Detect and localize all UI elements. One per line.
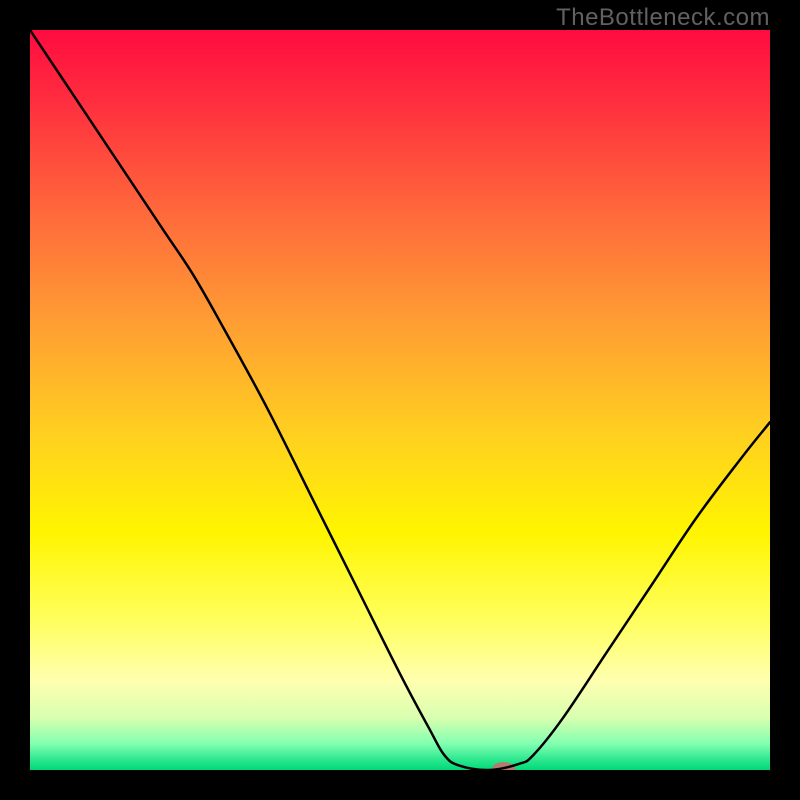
frame-edge [0,0,30,800]
watermark-text: TheBottleneck.com [556,4,770,32]
frame-edge [770,0,800,800]
bottleneck-chart [30,30,770,770]
chart-svg [30,30,770,770]
gradient-background [30,30,770,770]
frame-edge [0,770,800,800]
